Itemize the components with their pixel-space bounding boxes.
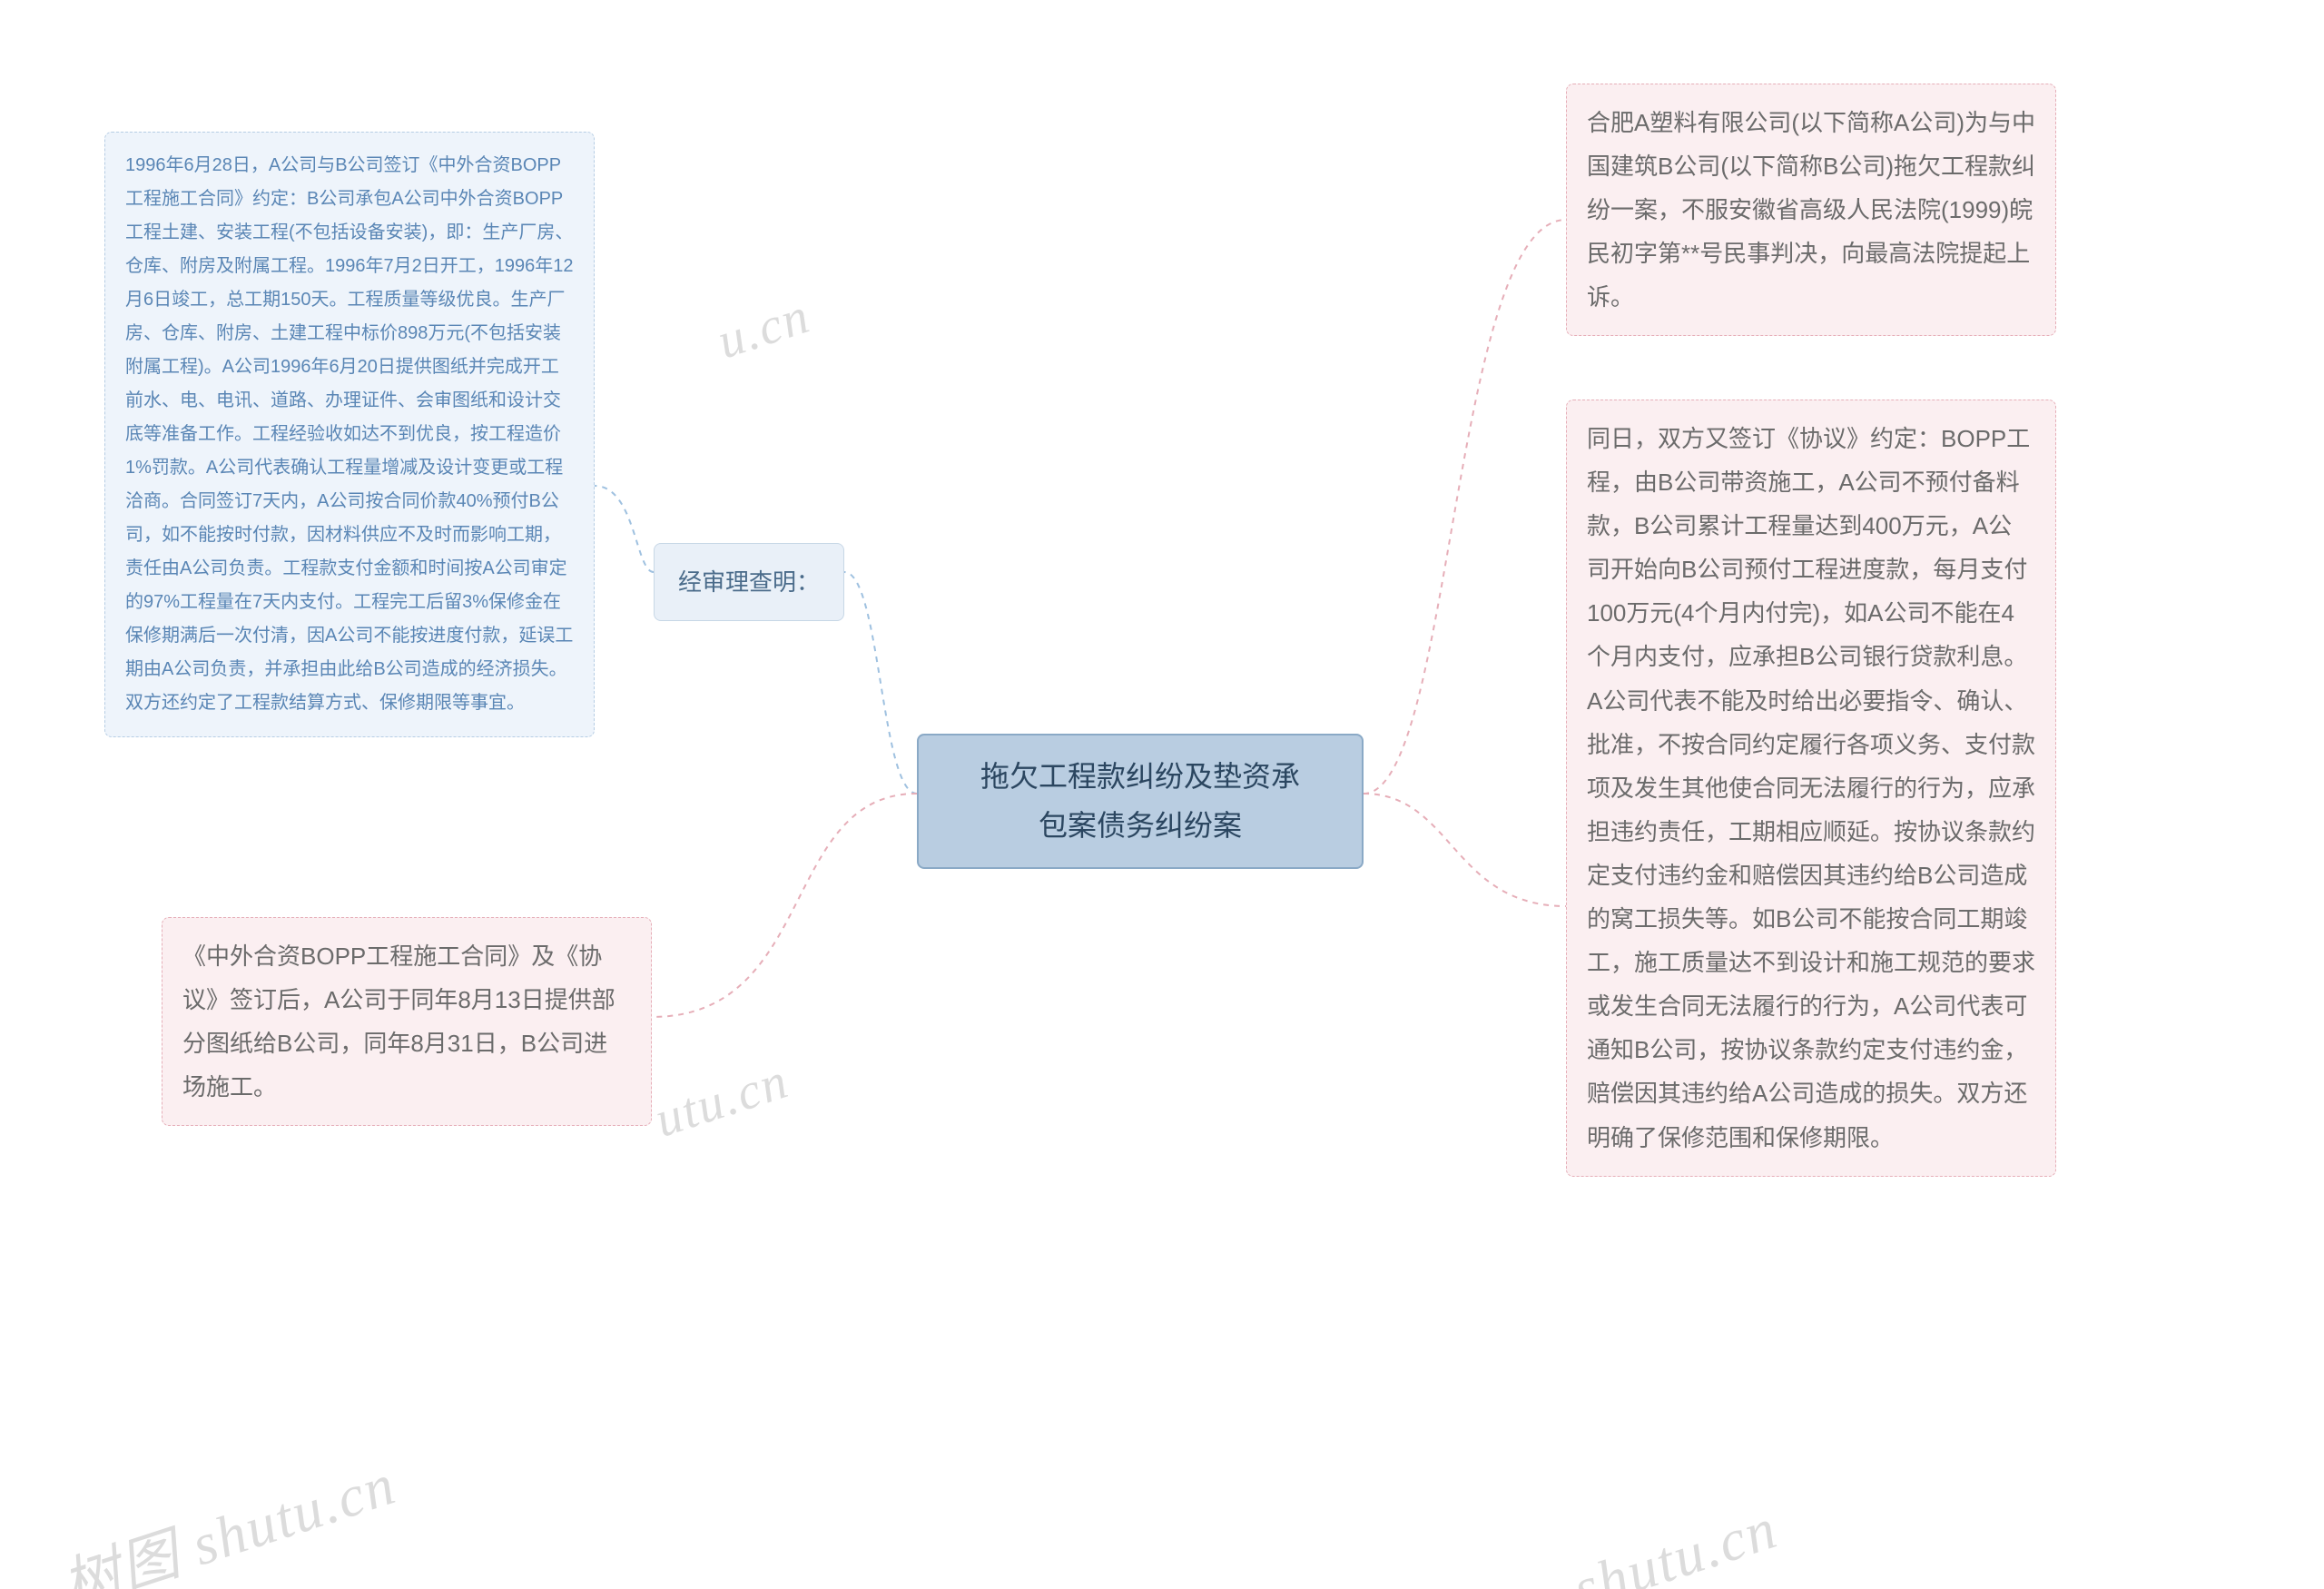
right-blue-text: 同日，双方又签订《协议》约定：BOPP工程，由B公司带资施工，A公司不预付备料款… [1587,425,2035,1151]
left-header-node[interactable]: 经审理查明： [654,543,844,621]
connector [595,486,654,572]
watermark: shutu.cn [1565,1495,1786,1589]
left-header-text: 经审理查明： [678,568,820,596]
left-detail-node-blue[interactable]: 1996年6月28日，A公司与B公司签订《中外合资BOPP工程施工合同》约定：B… [104,132,595,737]
left-detail-text: 1996年6月28日，A公司与B公司签订《中外合资BOPP工程施工合同》约定：B… [125,155,573,713]
watermark: utu.cn [648,1051,796,1149]
right-pink-text: 合肥A塑料有限公司(以下简称A公司)为与中国建筑B公司(以下简称B公司)拖欠工程… [1587,109,2035,311]
right-top-node-pink[interactable]: 合肥A塑料有限公司(以下简称A公司)为与中国建筑B公司(以下简称B公司)拖欠工程… [1566,84,2056,336]
left-pink-text: 《中外合资BOPP工程施工合同》及《协议》签订后，A公司于同年8月13日提供部分… [182,943,615,1100]
center-node-text: 拖欠工程款纠纷及垫资承包案债务纠纷案 [980,760,1300,842]
connector [1364,220,1566,794]
watermark: 树图 shutu.cn [50,1437,405,1589]
connector [844,572,917,794]
mindmap-center-node[interactable]: 拖欠工程款纠纷及垫资承包案债务纠纷案 [917,734,1364,869]
right-detail-node[interactable]: 同日，双方又签订《协议》约定：BOPP工程，由B公司带资施工，A公司不预付备料款… [1566,400,2056,1177]
watermark: u.cn [711,287,818,371]
connector [1364,794,1566,906]
connector [652,794,917,1017]
left-detail-node-pink[interactable]: 《中外合资BOPP工程施工合同》及《协议》签订后，A公司于同年8月13日提供部分… [162,917,652,1126]
